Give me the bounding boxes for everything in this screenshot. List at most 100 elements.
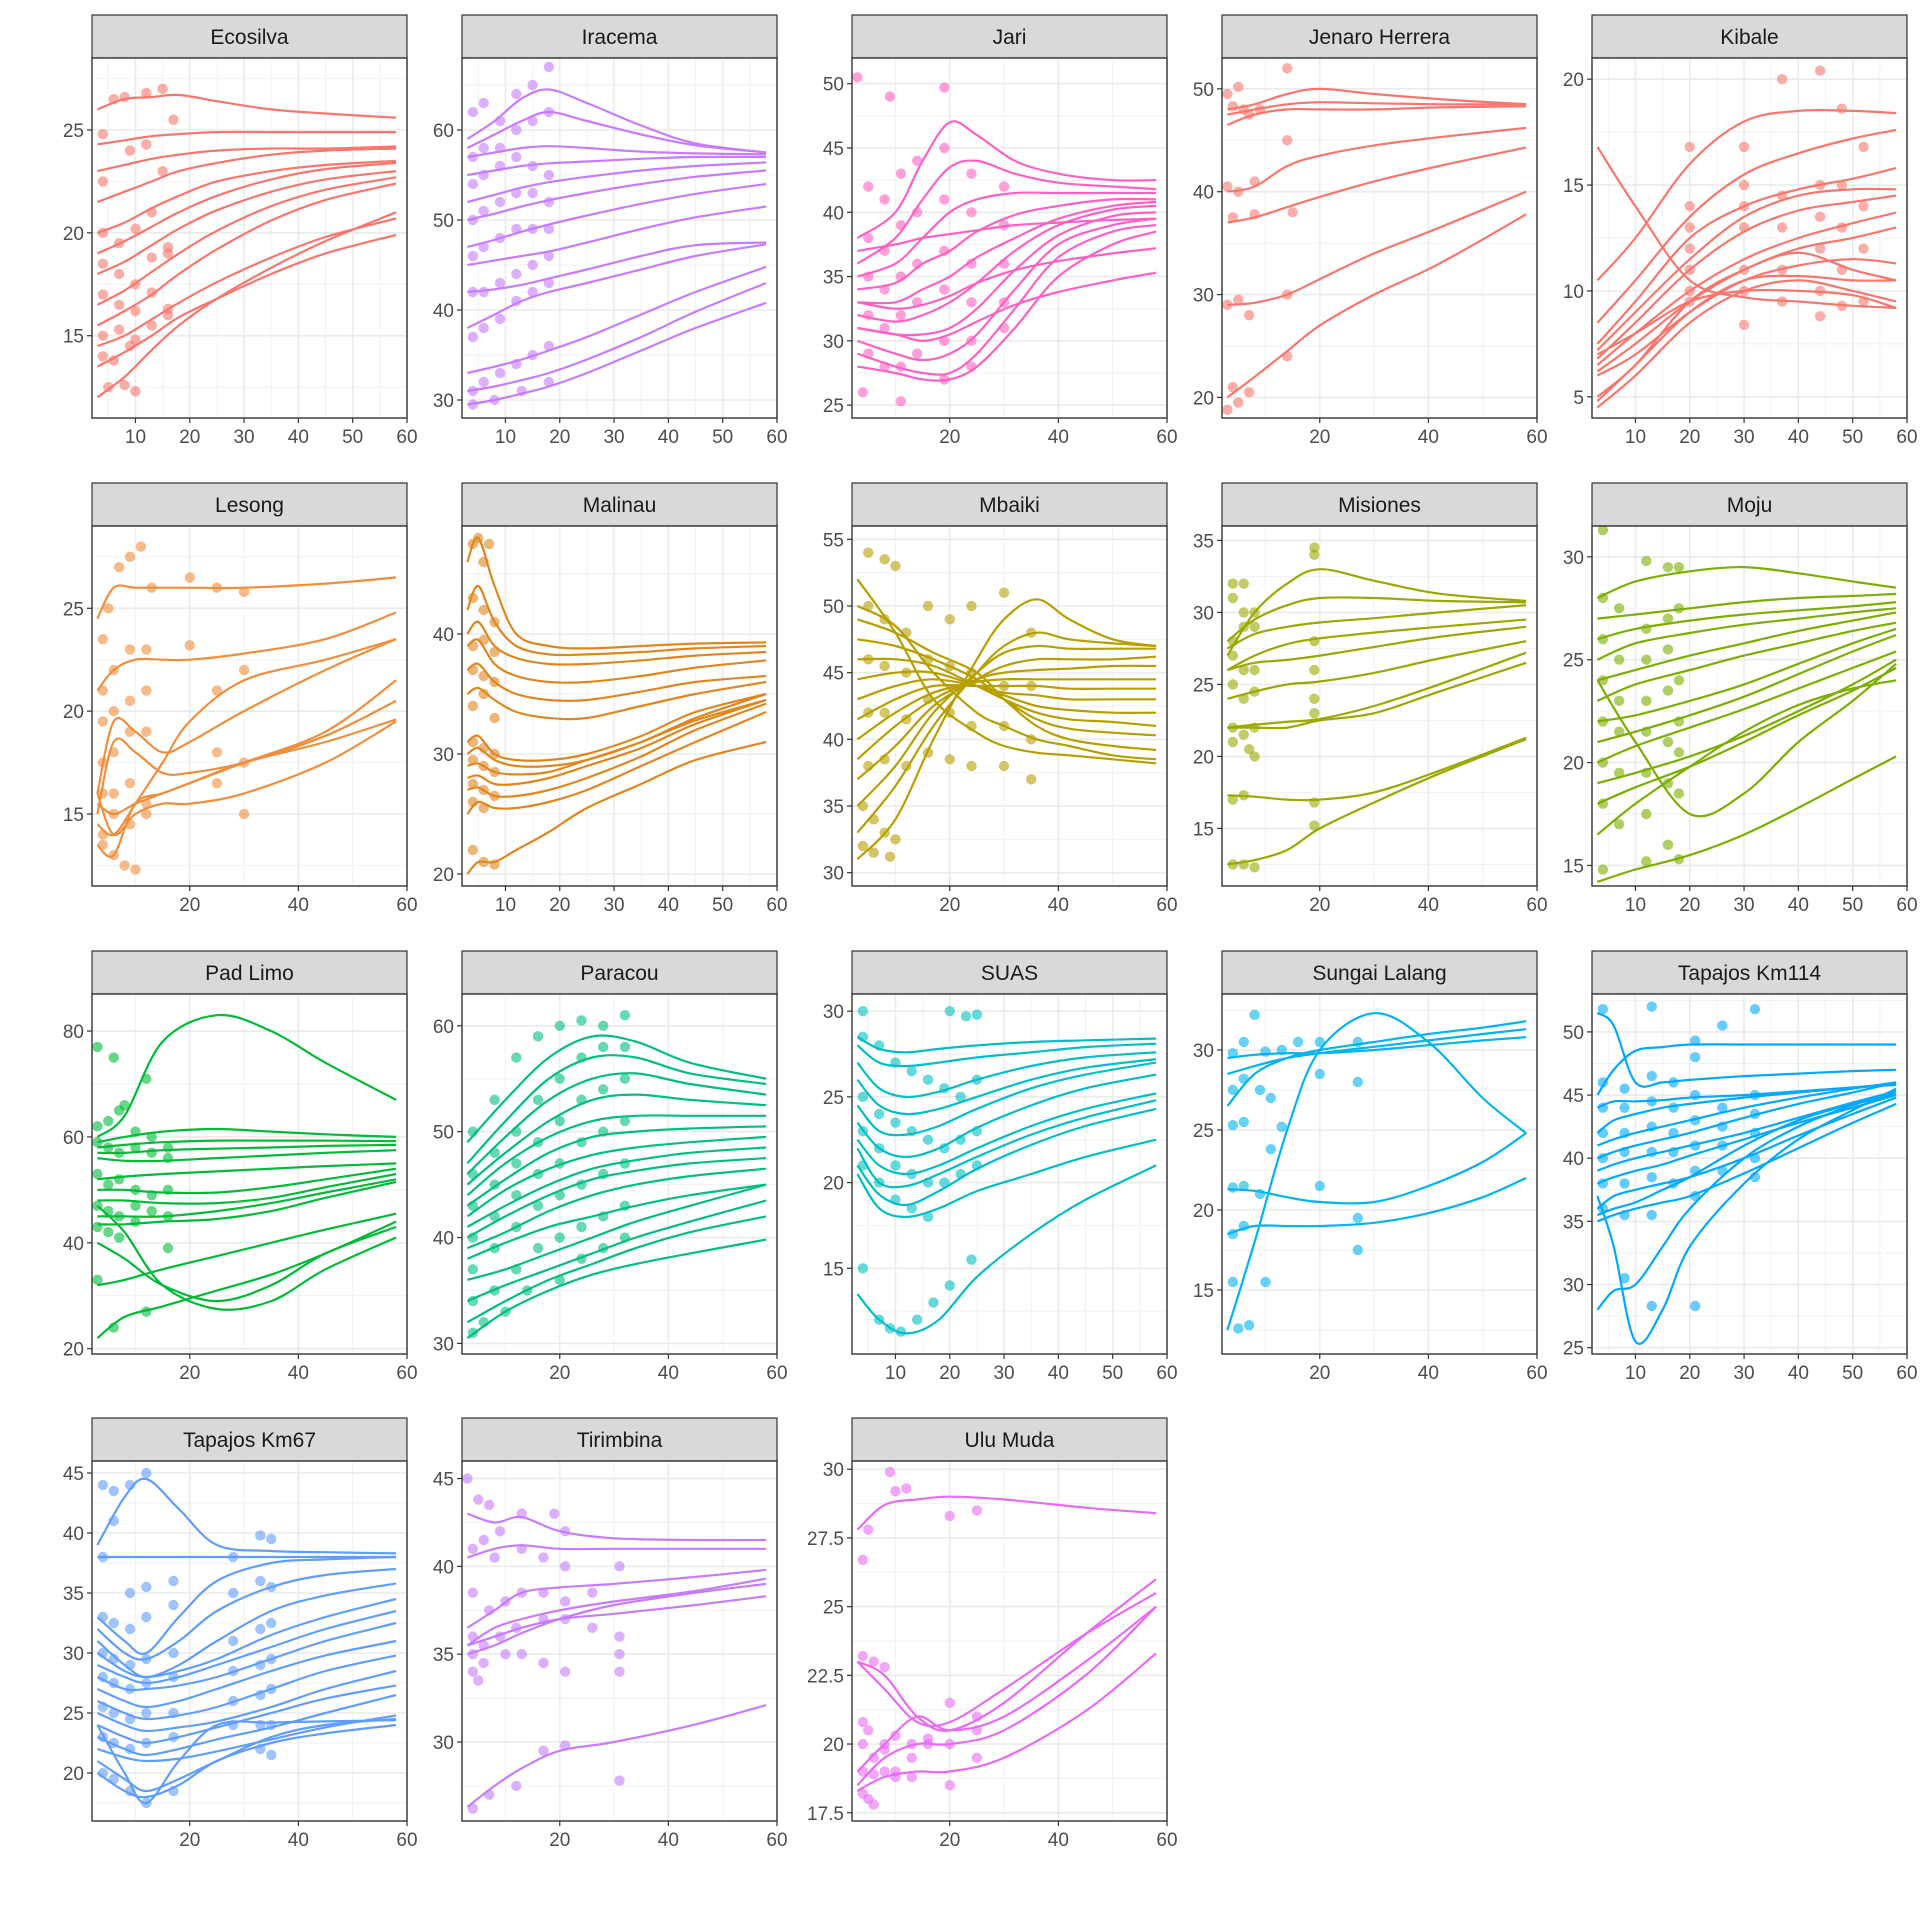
data-point <box>494 313 506 325</box>
data-point <box>879 754 890 765</box>
fitted-curve <box>1596 679 1897 836</box>
panel-background <box>92 1461 407 1821</box>
data-point <box>955 1091 966 1103</box>
panel-background <box>1222 994 1537 1354</box>
fitted-curve <box>1227 738 1527 866</box>
data-point <box>884 851 896 862</box>
data-point <box>1233 81 1244 93</box>
fitted-curve <box>1227 625 1527 672</box>
data-point <box>966 1254 977 1265</box>
data-point <box>1597 592 1609 604</box>
data-point <box>1238 1036 1249 1048</box>
data-point <box>211 747 223 758</box>
data-point <box>1717 1102 1728 1113</box>
fitted-curve <box>466 1034 767 1143</box>
panel-border <box>851 993 1168 1355</box>
data-point <box>1352 1076 1363 1088</box>
fitted-curve <box>96 1639 397 1709</box>
y-tick-label: 15 <box>1563 176 1584 197</box>
panel-border <box>1591 993 1908 1355</box>
data-point <box>1641 695 1652 707</box>
panel-border <box>461 993 778 1355</box>
x-tick-label: 30 <box>993 1363 1014 1384</box>
panel-border <box>1221 993 1538 1355</box>
data-point <box>1309 693 1320 704</box>
panel-data <box>96 541 397 875</box>
data-point <box>939 284 950 295</box>
fitted-curve <box>857 670 1157 714</box>
data-point <box>467 700 479 712</box>
panel-data <box>96 1467 397 1809</box>
y-tick-label: 40 <box>433 1557 454 1578</box>
data-point <box>478 322 489 334</box>
fitted-curve <box>467 698 767 786</box>
data-point <box>130 1216 141 1227</box>
facet-panel: Moju 10 20 30 40 50 60 15 20 25 30 <box>1563 482 1918 916</box>
data-point <box>1314 1036 1325 1048</box>
data-point <box>939 194 950 205</box>
fitted-curve <box>96 699 397 815</box>
panel-data <box>1596 526 1897 883</box>
data-point <box>130 1200 141 1211</box>
fitted-curve <box>1596 1043 1897 1096</box>
y-tick-label: 35 <box>823 268 844 289</box>
facet-title: Sungai Lalang <box>1312 962 1446 985</box>
y-tick-label: 15 <box>63 805 84 826</box>
fitted-curve <box>466 1568 767 1629</box>
panel-border <box>851 525 1168 887</box>
y-tick-label: 20 <box>63 1764 84 1785</box>
fitted-curve <box>97 217 397 348</box>
data-point <box>890 1117 901 1128</box>
fitted-curve <box>96 161 397 255</box>
fitted-curve <box>1596 607 1897 661</box>
data-point <box>478 376 489 388</box>
data-point <box>879 707 890 718</box>
data-point <box>238 808 250 820</box>
data-point <box>944 707 955 718</box>
data-point <box>478 1534 489 1546</box>
x-tick-label: 10 <box>1625 895 1646 916</box>
data-point <box>1613 654 1625 665</box>
data-point <box>857 1716 869 1728</box>
data-point <box>543 277 555 289</box>
data-point <box>906 1203 917 1214</box>
fitted-curve <box>97 1167 397 1195</box>
data-point <box>1673 747 1685 758</box>
fitted-curve <box>1596 1011 1897 1088</box>
data-point <box>906 1771 917 1783</box>
panel-border <box>1591 57 1908 419</box>
y-tick-label: 50 <box>1193 80 1214 101</box>
data-point <box>966 297 977 308</box>
fitted-curve <box>856 664 1157 761</box>
fitted-curve <box>466 243 767 329</box>
data-point <box>884 1466 896 1478</box>
data-point <box>1227 1276 1239 1288</box>
fitted-curve <box>1596 666 1897 805</box>
data-point <box>97 258 109 269</box>
data-point <box>467 331 479 343</box>
data-point <box>944 614 955 625</box>
fitted-curve <box>857 247 1157 310</box>
fitted-curve <box>1596 146 1897 309</box>
data-point <box>108 1617 119 1629</box>
data-point <box>108 1485 119 1497</box>
fitted-curve <box>466 1135 767 1218</box>
x-tick-label: 50 <box>712 895 733 916</box>
fitted-curve <box>467 1595 767 1647</box>
x-tick-label: 60 <box>396 1830 417 1851</box>
fitted-curve <box>1227 640 1527 700</box>
fitted-curve <box>466 1167 767 1250</box>
data-point <box>922 1134 934 1145</box>
data-point <box>944 1697 955 1709</box>
y-tick-label: 17.5 <box>807 1804 844 1825</box>
y-tick-label: 25 <box>823 396 844 417</box>
fitted-curve <box>1227 146 1527 224</box>
data-point <box>1613 726 1625 737</box>
panel-background <box>1222 526 1537 886</box>
data-point <box>1243 387 1255 398</box>
data-point <box>113 561 125 573</box>
x-tick-label: 20 <box>1679 1363 1700 1384</box>
fitted-curve <box>1226 604 1527 650</box>
fitted-curve <box>96 1477 397 1555</box>
data-point <box>906 1752 917 1763</box>
